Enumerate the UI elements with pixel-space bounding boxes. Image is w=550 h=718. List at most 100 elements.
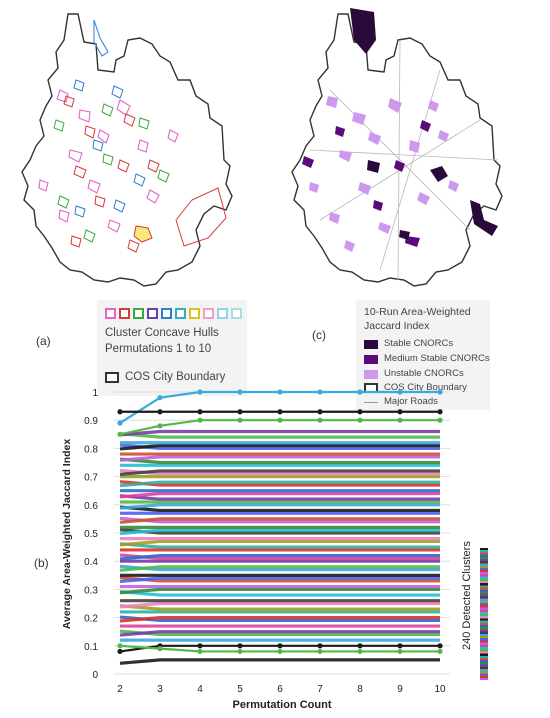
series-line (119, 630, 440, 637)
series-line (119, 604, 440, 611)
x-tick-label: 10 (434, 684, 446, 695)
series-point (317, 389, 323, 395)
legend-boundary-c: COS City Boundary (384, 382, 467, 393)
series-point (437, 648, 443, 655)
hull-map (21, 13, 233, 287)
series-line (119, 553, 440, 561)
x-tick-label: 2 (117, 684, 123, 695)
x-tick-label: 6 (277, 684, 283, 695)
stable-swatch (364, 340, 378, 349)
y-tick-label: 0.6 (84, 501, 98, 512)
series-point (117, 409, 123, 415)
series-line (119, 429, 440, 437)
legend-stable: Stable CNORCs (384, 338, 454, 349)
series-point (277, 389, 283, 395)
series-point (437, 417, 443, 423)
series-point (397, 409, 403, 415)
series-line (119, 542, 440, 549)
y-tick-label: 0.5 (84, 529, 98, 540)
y-tick-label: 0 (92, 670, 98, 681)
hull-outlines-4 (73, 19, 146, 218)
medium-stable-areas (302, 120, 431, 247)
series-point (277, 417, 283, 423)
panel-label-c: (c) (312, 328, 326, 342)
hull-swatch-5 (161, 308, 172, 319)
hull-swatch-6 (175, 308, 186, 319)
hull-swatch-7 (189, 308, 200, 319)
series-point (317, 648, 323, 655)
series-line (119, 517, 440, 524)
series-point (117, 648, 123, 655)
series-point (237, 643, 243, 649)
series-line (119, 468, 440, 476)
legend-hulls-line2: Permutations 1 to 10 (105, 343, 212, 355)
series-point (157, 395, 163, 401)
hull-swatch-9 (217, 308, 228, 319)
hull-outlines-2 (63, 95, 227, 253)
series-line (119, 455, 440, 462)
series-point (277, 409, 283, 415)
x-tick-label: 9 (397, 684, 403, 695)
series-line (119, 505, 440, 513)
series-line (119, 491, 440, 499)
series-point (157, 646, 163, 652)
series-point (197, 648, 203, 655)
series-line (119, 601, 440, 609)
series-point (357, 417, 363, 423)
series-line (119, 615, 440, 623)
unstable-swatch (364, 370, 378, 379)
series-point (357, 648, 363, 655)
hull-swatch-2 (119, 308, 130, 319)
unstable-areas (309, 96, 459, 252)
series-line (119, 576, 440, 584)
x-axis-label: Permutation Count (233, 699, 332, 711)
city-boundary-c (291, 13, 503, 287)
series-line (119, 432, 440, 439)
series-point (197, 409, 203, 415)
series-line (119, 553, 440, 560)
series-line (119, 539, 440, 547)
series-line (119, 564, 440, 572)
series-point (197, 417, 203, 423)
hull-swatch-8 (203, 308, 214, 319)
series-point (117, 420, 123, 426)
series-line (119, 443, 440, 451)
series-line (119, 528, 440, 536)
series-line (119, 575, 440, 583)
y-axis-label: Average Area-Weighted Jaccard Index (61, 439, 73, 630)
series-point (357, 409, 363, 415)
road-swatch (364, 402, 378, 403)
legend-hulls: Cluster Concave Hulls Permutations 1 to … (97, 300, 247, 396)
boundary-swatch-a (105, 372, 119, 383)
series-point (317, 409, 323, 415)
y-tick-label: 0.4 (84, 557, 98, 568)
series-line (119, 457, 440, 465)
hull-swatch-3 (133, 308, 144, 319)
y-tick-label: 0.8 (84, 444, 98, 455)
series-line (119, 590, 440, 597)
hull-swatch-4 (147, 308, 158, 319)
series-line (119, 480, 440, 487)
stability-map (291, 8, 503, 287)
stable-areas (350, 8, 498, 240)
x-tick-label: 4 (197, 684, 203, 695)
legend-medium-stable: Medium Stable CNORCs (384, 353, 490, 364)
series-point (277, 648, 283, 655)
panel-label-b: (b) (34, 556, 49, 570)
series-point (397, 389, 403, 395)
legend-hulls-line1: Cluster Concave Hulls (105, 327, 219, 339)
medium-stable-swatch (364, 355, 378, 364)
x-tick-label: 8 (357, 684, 363, 695)
series-point (397, 643, 403, 649)
series-point (357, 389, 363, 395)
series-point (397, 417, 403, 423)
series-point (277, 643, 283, 649)
hull-swatch-10 (231, 308, 242, 319)
series-point (237, 389, 243, 395)
series-point (237, 417, 243, 423)
series-line (119, 469, 440, 476)
y-tick-label: 0.2 (84, 614, 98, 625)
series-line (119, 516, 440, 524)
series-line (119, 629, 440, 637)
series-point (237, 409, 243, 415)
